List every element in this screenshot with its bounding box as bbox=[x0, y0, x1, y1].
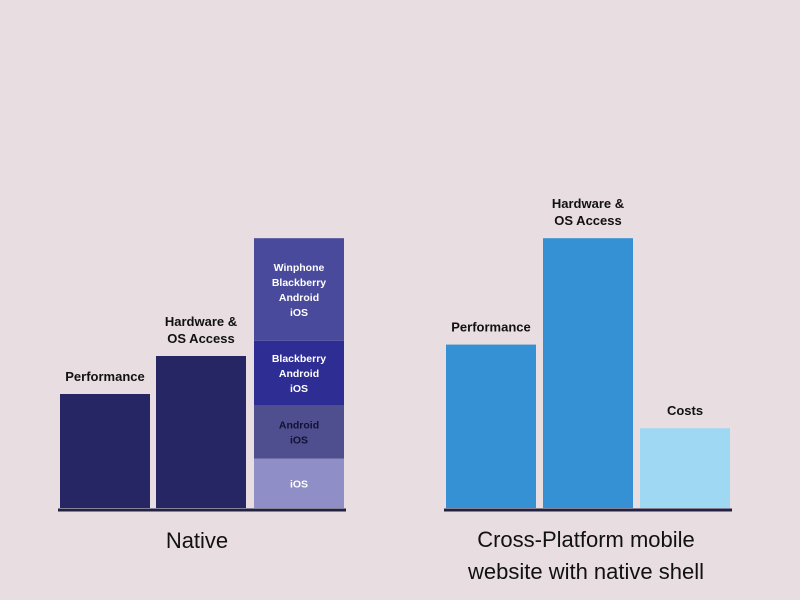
segment-label: iOS bbox=[290, 383, 308, 395]
cross-platform-chart: Performance Hardware & OS Access Costs Cross… bbox=[444, 196, 732, 584]
segment-label: Android bbox=[279, 420, 319, 432]
bar-label: Hardware & bbox=[165, 314, 237, 329]
bar-label: Performance bbox=[65, 369, 144, 384]
bar-label: Performance bbox=[451, 320, 530, 335]
segment-label: Android bbox=[279, 368, 319, 380]
native-chart: Performance Hardware & OS Access iOS Android… bbox=[58, 238, 346, 553]
stack-segment bbox=[254, 405, 344, 459]
bar-label: Hardware & bbox=[552, 196, 624, 211]
bar bbox=[446, 344, 536, 508]
segment-label: iOS bbox=[290, 435, 308, 447]
segment-label: iOS bbox=[290, 307, 308, 319]
chart-title: website with native shell bbox=[467, 559, 704, 584]
bar bbox=[60, 394, 150, 508]
segment-label: Blackberry bbox=[272, 277, 326, 289]
segment-label: Blackberry bbox=[272, 353, 326, 365]
bar-label: OS Access bbox=[167, 331, 234, 346]
segment-label: Winphone bbox=[274, 262, 325, 274]
bar bbox=[640, 428, 730, 508]
stack-segment bbox=[254, 458, 344, 508]
chart-title: Native bbox=[166, 528, 228, 553]
bar-label: OS Access bbox=[554, 213, 621, 228]
bar bbox=[543, 238, 633, 508]
segment-label: Android bbox=[279, 292, 319, 304]
bar-label: Costs bbox=[667, 403, 703, 418]
stack-segment bbox=[254, 238, 344, 341]
stack-segment bbox=[254, 340, 344, 406]
bar bbox=[156, 356, 246, 508]
chart-title: Cross-Platform mobile bbox=[477, 527, 695, 552]
segment-label: iOS bbox=[290, 478, 308, 490]
